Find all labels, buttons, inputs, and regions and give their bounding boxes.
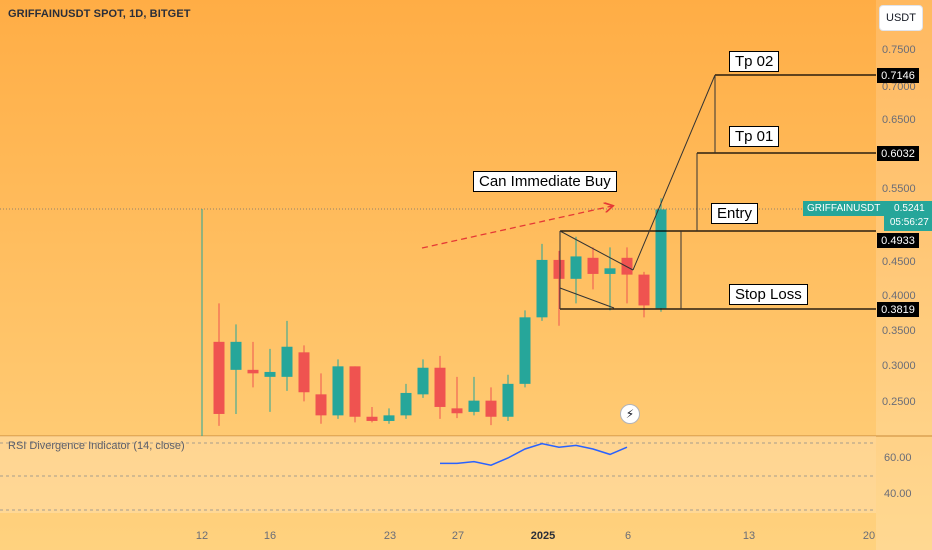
candle-body bbox=[536, 259, 548, 318]
tp2-price-box: 0.7146 bbox=[877, 68, 919, 83]
candle-body bbox=[281, 346, 293, 377]
time-tick: 16 bbox=[263, 530, 277, 542]
last-price-symbol: GRIFFAINUSDT bbox=[803, 201, 885, 216]
currency-button[interactable]: USDT bbox=[879, 5, 923, 31]
price-tick: 0.4500 bbox=[882, 256, 916, 268]
candle-body bbox=[417, 367, 429, 395]
price-tick: 0.7000 bbox=[882, 81, 916, 93]
price-tick: 0.7500 bbox=[882, 44, 916, 56]
annotation-can-immediate-buy: Can Immediate Buy bbox=[473, 171, 617, 192]
last-price-values: 0.5241 05:56:27 bbox=[884, 201, 932, 231]
price-tick: 0.4000 bbox=[882, 290, 916, 302]
candle-body bbox=[366, 416, 378, 421]
candle-body bbox=[349, 366, 361, 417]
last-price-label: GRIFFAINUSDT 0.5241 05:56:27 bbox=[803, 201, 932, 231]
price-tick: 0.3000 bbox=[882, 360, 916, 372]
triangle-bottom-line bbox=[559, 287, 615, 309]
time-tick: 6 bbox=[624, 530, 632, 542]
price-tick: 0.3500 bbox=[882, 325, 916, 337]
candle-body bbox=[315, 394, 327, 416]
candle-body bbox=[485, 400, 497, 417]
rsi-group bbox=[440, 442, 628, 466]
candle-body bbox=[621, 257, 633, 275]
candle-body bbox=[587, 257, 599, 274]
stop-price-box: 0.3819 bbox=[877, 302, 919, 317]
time-tick: 23 bbox=[383, 530, 397, 542]
entry-price-box: 0.4933 bbox=[877, 233, 919, 248]
time-tick: 12 bbox=[195, 530, 209, 542]
candle-body bbox=[332, 366, 344, 416]
annotation-entry: Entry bbox=[711, 203, 759, 224]
candle-body bbox=[264, 371, 276, 377]
candle-body bbox=[383, 415, 395, 421]
candles-group bbox=[213, 198, 667, 426]
candle-body bbox=[638, 274, 650, 306]
candle-body bbox=[451, 408, 463, 414]
annotation-stop-loss: Stop Loss bbox=[729, 284, 808, 305]
rsi-band-background bbox=[0, 436, 876, 513]
candle-body bbox=[247, 369, 259, 374]
price-tick: 0.5500 bbox=[882, 183, 916, 195]
bar-countdown: 05:56:27 bbox=[889, 217, 929, 228]
trade-drawings bbox=[421, 74, 876, 310]
target-projection-line bbox=[632, 74, 716, 271]
time-tick: 20 bbox=[862, 530, 876, 542]
candle-body bbox=[553, 259, 565, 279]
annotation-tp2: Tp 02 bbox=[729, 51, 780, 72]
candle-body bbox=[502, 383, 514, 417]
candle-body bbox=[400, 392, 412, 416]
chart-title: GRIFFAINUSDT SPOT, 1D, BITGET bbox=[8, 8, 191, 20]
rsi-indicator-title: RSI Divergence Indicator (14, close) bbox=[8, 440, 185, 452]
candle-body bbox=[570, 256, 582, 279]
momentum-arrow bbox=[421, 206, 612, 249]
candle-body bbox=[604, 268, 616, 274]
candle-body bbox=[298, 352, 310, 393]
triangle-top-line bbox=[559, 230, 634, 271]
time-tick: 2025 bbox=[530, 530, 556, 542]
price-axis-strip bbox=[876, 0, 932, 550]
candle-body bbox=[230, 341, 242, 370]
candle-body bbox=[655, 209, 667, 309]
candle-body bbox=[434, 367, 446, 407]
tp1-price-box: 0.6032 bbox=[877, 146, 919, 161]
time-tick: 27 bbox=[451, 530, 465, 542]
rsi-line bbox=[440, 442, 628, 466]
candle-body bbox=[519, 317, 531, 384]
price-tick: 0.2500 bbox=[882, 396, 916, 408]
rsi-tick: 40.00 bbox=[884, 488, 912, 500]
time-tick: 13 bbox=[742, 530, 756, 542]
price-tick: 0.6500 bbox=[882, 114, 916, 126]
annotation-tp1: Tp 01 bbox=[729, 126, 780, 147]
candle-body bbox=[468, 400, 480, 412]
last-price-value: 0.5241 bbox=[894, 203, 925, 214]
rsi-tick: 60.00 bbox=[884, 452, 912, 464]
lightning-icon[interactable]: ⚡ bbox=[620, 404, 640, 424]
candle-body bbox=[213, 341, 225, 414]
